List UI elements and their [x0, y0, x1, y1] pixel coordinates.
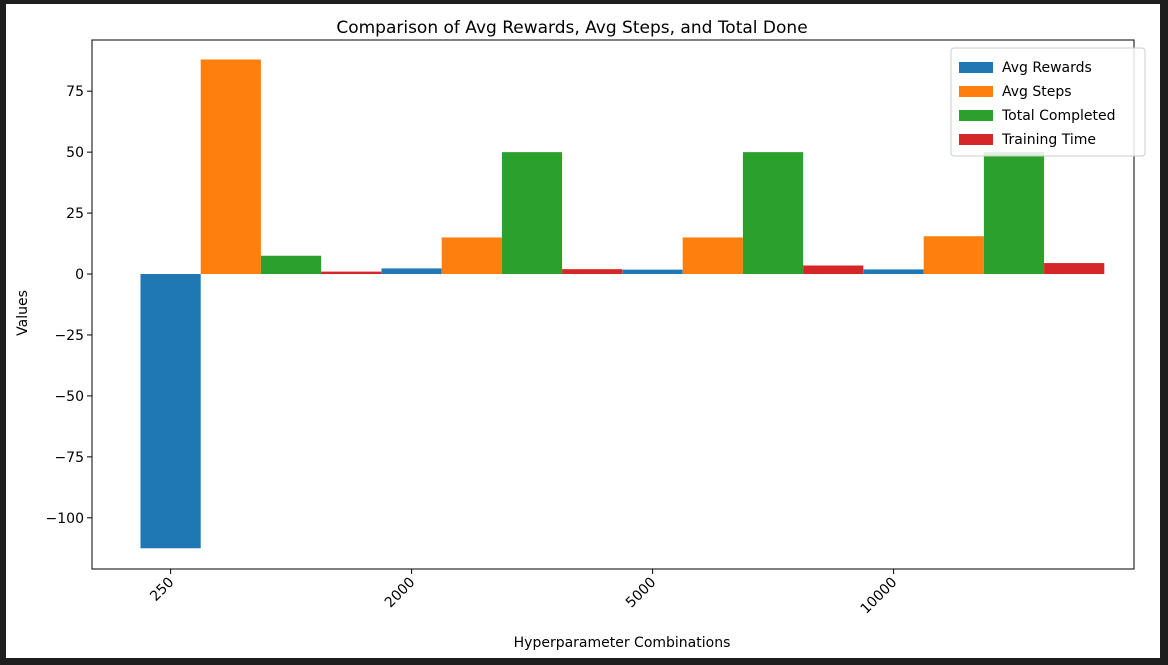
- bar-avg-steps-5000: [682, 237, 743, 275]
- y-axis-label: Values: [15, 290, 31, 336]
- x-tick-label: 10000: [858, 575, 901, 618]
- bar-training-time-5000: [803, 265, 864, 275]
- bar-total-completed-250: [260, 255, 322, 275]
- bar-training-time-10000: [1044, 263, 1105, 275]
- legend-swatch: [959, 134, 993, 145]
- bar-total-completed-2000: [501, 152, 563, 275]
- y-tick-label: −75: [54, 450, 84, 466]
- bar-avg-rewards-10000: [863, 269, 924, 275]
- bar-avg-steps-250: [200, 59, 261, 275]
- y-tick-label: 75: [66, 84, 84, 100]
- y-tick-label: −100: [46, 511, 84, 527]
- legend-entry-label: Total Completed: [1001, 108, 1116, 124]
- bar-total-completed-5000: [742, 152, 804, 275]
- x-tick-label: 5000: [623, 575, 660, 612]
- axes-frame: [91, 39, 1135, 570]
- y-tick-label: 0: [75, 267, 84, 283]
- chart-title: Comparison of Avg Rewards, Avg Steps, an…: [336, 18, 807, 38]
- x-tick-label: 2000: [382, 575, 419, 612]
- bar-avg-rewards-2000: [381, 268, 442, 275]
- legend-entry-label: Avg Steps: [1002, 84, 1072, 100]
- legend: Avg Rewards Avg Steps Total Completed Train…: [950, 47, 1146, 157]
- bar-total-completed-10000: [983, 152, 1045, 275]
- x-axis-label: Hyperparameter Combinations: [514, 635, 731, 651]
- y-tick-label: 50: [66, 145, 84, 161]
- y-tick-label: 25: [66, 206, 84, 222]
- y-tick-label: −25: [54, 328, 84, 344]
- x-tick-label: 250: [147, 575, 177, 605]
- bar-avg-steps-2000: [441, 237, 502, 275]
- legend-swatch: [959, 110, 993, 121]
- y-tick-label: −50: [54, 389, 84, 405]
- chart-figure: Comparison of Avg Rewards, Avg Steps, an…: [6, 4, 1160, 658]
- bar-avg-rewards-5000: [622, 269, 683, 275]
- legend-box: [950, 47, 1146, 157]
- grouped-bar-chart: Comparison of Avg Rewards, Avg Steps, an…: [15, 18, 1146, 651]
- bar-training-time-2000: [562, 269, 623, 275]
- legend-swatch: [959, 86, 993, 97]
- bar-avg-steps-10000: [923, 236, 984, 275]
- legend-entry-label: Training Time: [1001, 132, 1096, 148]
- legend-entry-label: Avg Rewards: [1002, 60, 1092, 76]
- bar-training-time-250: [321, 271, 382, 275]
- bar-avg-rewards-250: [140, 274, 201, 549]
- legend-swatch: [959, 62, 993, 73]
